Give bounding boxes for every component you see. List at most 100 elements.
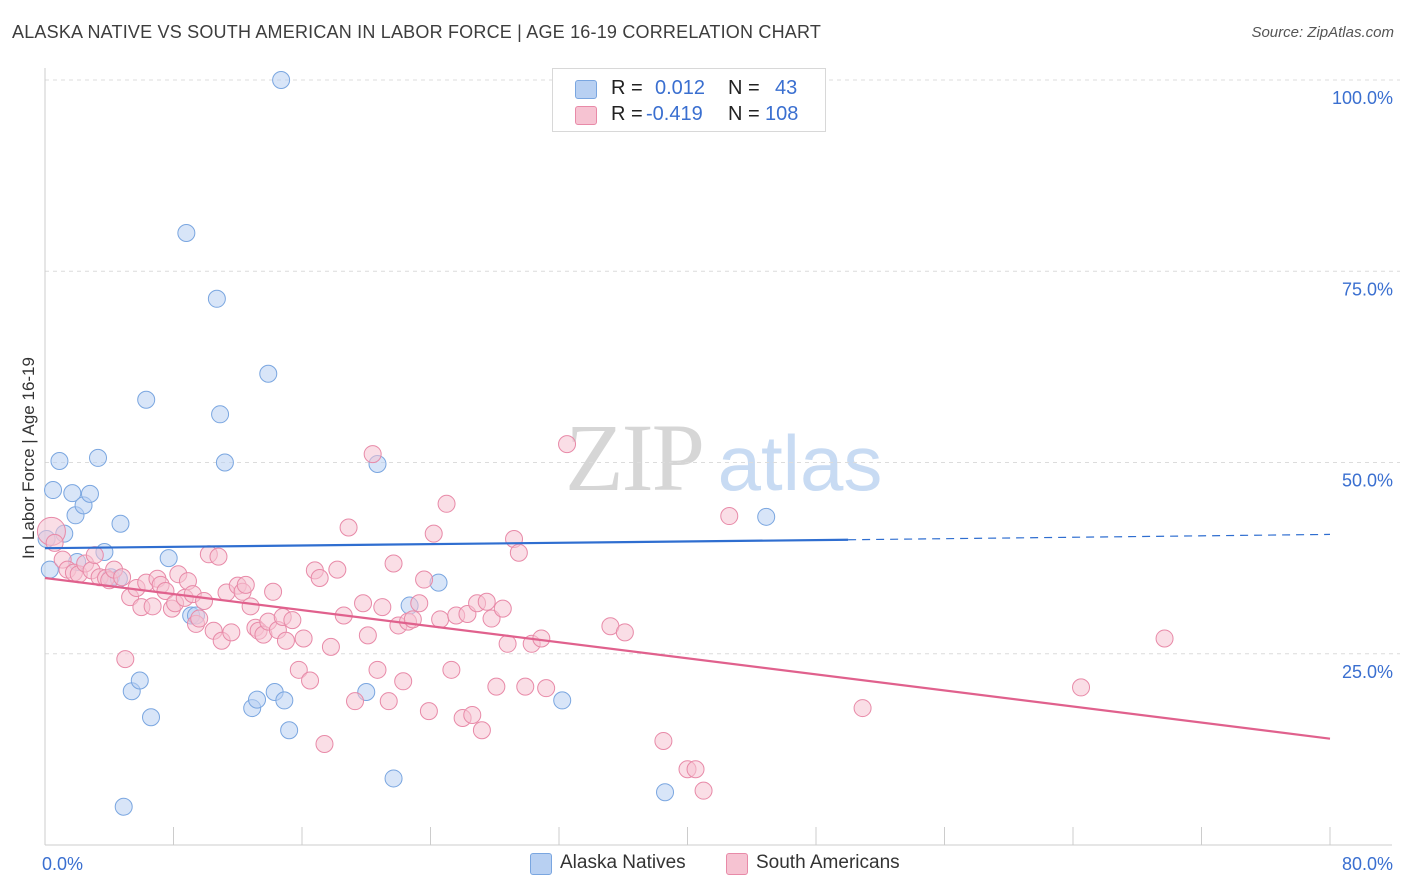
alaska-point-13[interactable] [114, 797, 133, 816]
alaska-point-34[interactable] [384, 769, 403, 788]
alaska-swatch [575, 80, 597, 99]
south-american-point-40[interactable] [236, 575, 255, 594]
south-american-point-56[interactable] [315, 735, 334, 754]
south-american-point-100[interactable] [654, 731, 673, 750]
south-american-point-30[interactable] [190, 609, 209, 628]
south-american-point-93[interactable] [516, 677, 535, 696]
south-american-point-37[interactable] [222, 623, 241, 642]
south-american-point-8[interactable] [85, 546, 104, 565]
south-american-point-58[interactable] [328, 560, 347, 579]
alaska-point-23[interactable] [211, 405, 230, 424]
south-american-point-34[interactable] [209, 547, 228, 566]
south-american-point-63[interactable] [358, 626, 377, 645]
r-value: -0.419 [646, 103, 703, 125]
y-axis-label: In Labor Force | Age 16-19 [19, 357, 38, 559]
south-american-point-62[interactable] [354, 594, 373, 613]
n-value: 108 [765, 103, 799, 125]
alaska-point-22[interactable] [207, 289, 226, 308]
alaska-point-30[interactable] [275, 691, 294, 710]
south-american-point-61[interactable] [346, 692, 365, 711]
south-american-point-88[interactable] [487, 677, 506, 696]
south-american-point-19[interactable] [143, 597, 162, 616]
alaska-point-4[interactable] [63, 484, 82, 503]
south-american-point-65[interactable] [368, 660, 387, 679]
south-american-point-96[interactable] [537, 679, 556, 698]
south-american-point-90[interactable] [498, 634, 517, 653]
source-label: Source: ZipAtlas.com [1251, 24, 1394, 41]
south-american-point-75[interactable] [419, 702, 438, 721]
south-american-swatch [575, 106, 597, 125]
watermark-zip: ZIP [565, 404, 703, 511]
alaska-point-39[interactable] [757, 507, 776, 526]
points-layer [36, 71, 1174, 816]
alaska-point-16[interactable] [137, 390, 156, 409]
south-american-point-60[interactable] [339, 518, 358, 537]
south-american-point-92[interactable] [509, 543, 528, 562]
alaska-point-19[interactable] [177, 224, 196, 242]
x-tick-label-0: 0.0% [42, 854, 83, 874]
alaska-point-27[interactable] [259, 364, 278, 383]
alaska-point-7[interactable] [80, 484, 99, 503]
alaska-point-38[interactable] [656, 783, 675, 802]
alaska-point-37[interactable] [553, 691, 572, 710]
x-tick-label-1: 80.0% [1342, 854, 1393, 874]
south-american-point-68[interactable] [384, 554, 403, 573]
alaska-point-2[interactable] [50, 451, 69, 470]
south-american-point-102[interactable] [686, 760, 705, 779]
south-american-point-97[interactable] [558, 435, 577, 454]
x-tick-labels: 0.0% 80.0% [42, 854, 1393, 874]
alaska-point-8[interactable] [89, 448, 108, 467]
alaska-point-17[interactable] [142, 708, 161, 727]
south-american-point-79[interactable] [442, 660, 461, 679]
south-american-point-51[interactable] [289, 660, 308, 679]
south-americans-swatch [726, 853, 748, 875]
south-american-point-50[interactable] [283, 611, 302, 630]
south-american-point-74[interactable] [415, 570, 434, 589]
south-american-point-73[interactable] [410, 594, 429, 613]
alaska-point-29[interactable] [272, 71, 291, 89]
south-american-point-76[interactable] [424, 524, 443, 543]
south-american-point-86[interactable] [477, 592, 496, 611]
south-american-point-57[interactable] [321, 637, 340, 656]
south-american-point-83[interactable] [463, 705, 482, 724]
alaska-point-1[interactable] [44, 481, 63, 500]
south-american-point-87[interactable] [482, 609, 501, 628]
south-american-point-67[interactable] [379, 692, 398, 711]
south-american-point-46[interactable] [264, 582, 283, 601]
south-american-point-64[interactable] [363, 445, 382, 464]
south-american-point-53[interactable] [301, 671, 320, 690]
r-label: R = [611, 103, 643, 125]
south-american-point-77[interactable] [431, 610, 450, 629]
south-american-point-78[interactable] [437, 494, 456, 513]
south-american-point-14[interactable] [116, 650, 135, 669]
alaska-point-15[interactable] [130, 671, 149, 690]
south-american-point-85[interactable] [472, 721, 491, 740]
legend-label: South Americans [756, 852, 900, 873]
south-american-point-13[interactable] [113, 568, 132, 587]
trend-line-0 [44, 538, 849, 550]
south-american-point-55[interactable] [310, 569, 329, 588]
south-american-point-49[interactable] [276, 631, 295, 650]
south-american-point-103[interactable] [694, 781, 713, 800]
south-american-point-107[interactable] [1155, 629, 1174, 648]
alaska-point-18[interactable] [159, 549, 178, 568]
south-american-point-66[interactable] [373, 598, 392, 617]
south-american-point-106[interactable] [1072, 678, 1091, 697]
south-american-point-70[interactable] [394, 672, 413, 691]
south-american-point-104[interactable] [720, 507, 739, 526]
south-american-point-31[interactable] [195, 591, 214, 610]
south-american-point-99[interactable] [615, 623, 634, 642]
south-american-point-89[interactable] [493, 599, 512, 618]
south-american-point-41[interactable] [241, 597, 260, 616]
alaska-point-26[interactable] [248, 690, 267, 709]
alaska-point-24[interactable] [215, 453, 234, 472]
south-american-point-52[interactable] [294, 629, 313, 648]
alaska-point-12[interactable] [111, 514, 130, 533]
south-american-point-105[interactable] [853, 699, 872, 718]
n-value: 43 [775, 77, 798, 99]
stats-legend: R = 0.012 N = 43 R = -0.419 N = 108 [552, 68, 826, 132]
alaska-point-31[interactable] [280, 721, 299, 740]
watermark: ZIP atlas [565, 404, 882, 511]
r-value: 0.012 [655, 77, 706, 99]
